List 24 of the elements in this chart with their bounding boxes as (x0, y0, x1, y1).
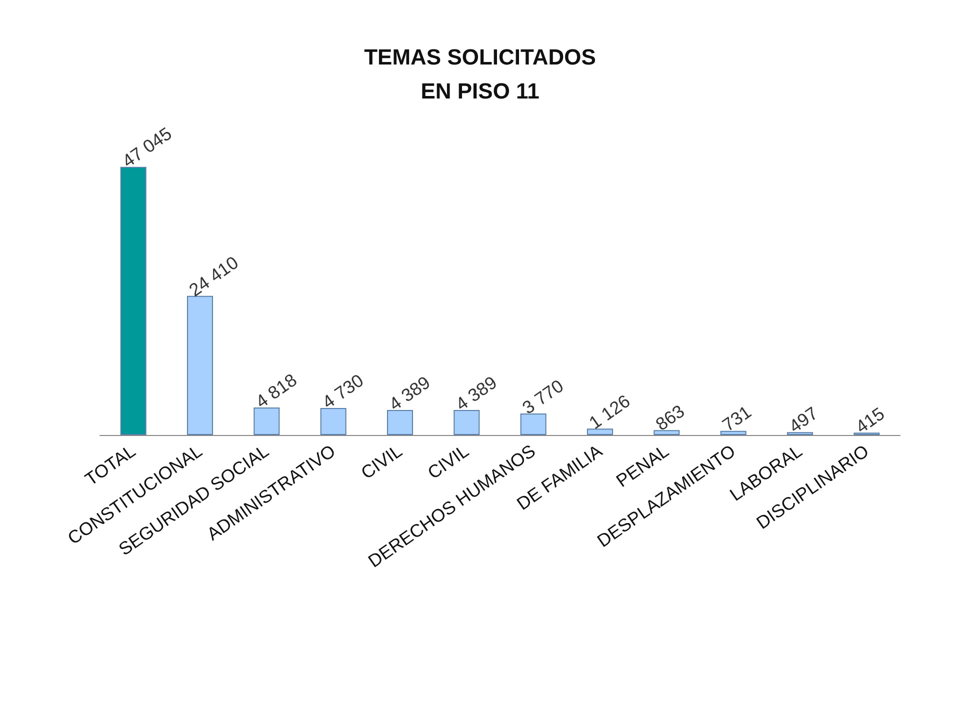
bar (654, 430, 680, 435)
chart-title: TEMAS SOLICITADOS EN PISO 11 (364, 44, 596, 104)
bar (387, 410, 413, 435)
bar (120, 166, 146, 435)
data-label: 4 389 (452, 372, 500, 414)
data-label: 24 410 (185, 252, 242, 300)
bar (720, 430, 746, 435)
data-label: 4 818 (252, 370, 300, 412)
data-label: 1 126 (585, 390, 634, 434)
bar (454, 410, 480, 435)
data-label: 4 730 (318, 370, 368, 413)
bar (320, 408, 346, 435)
data-label: 731 (718, 402, 755, 436)
bar (187, 296, 213, 435)
data-label: 497 (785, 403, 822, 437)
data-label: 47 045 (118, 123, 176, 172)
bar (254, 408, 280, 435)
data-label: 415 (852, 404, 888, 438)
x-tick-label: CIVIL (357, 440, 406, 484)
data-label: 3 770 (518, 376, 568, 418)
bar (587, 428, 613, 435)
data-label: 4 389 (385, 372, 434, 414)
bar (520, 414, 546, 435)
data-label: 863 (652, 400, 688, 435)
